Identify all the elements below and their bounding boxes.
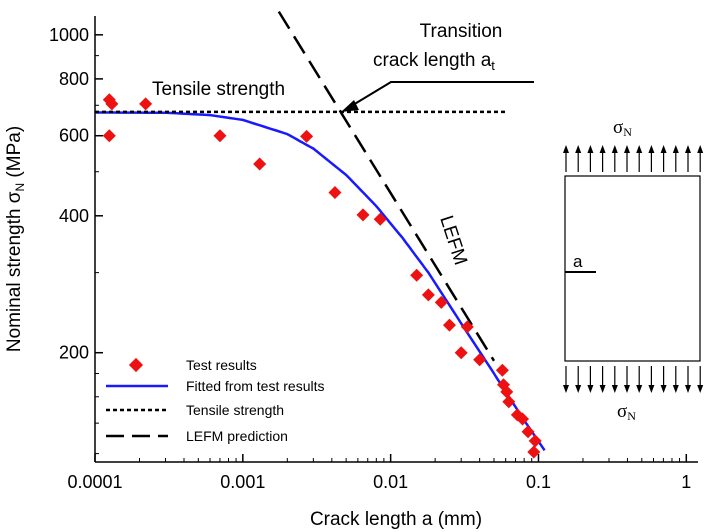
y-ticks: 200 400 600 800 1000 <box>49 25 103 455</box>
bottom-tension-arrows <box>563 366 704 393</box>
x-tick-label: 0.1 <box>526 472 551 492</box>
y-tick-label: 400 <box>59 206 89 226</box>
transition-annotation-text: crack length a <box>373 50 492 71</box>
bottom-arrow-head <box>624 385 630 393</box>
transition-arrowhead <box>341 100 359 112</box>
bottom-arrow-head <box>660 385 667 393</box>
sigma-bottom-symbol: σ <box>617 401 627 422</box>
data-point <box>328 186 342 200</box>
data-point <box>105 97 119 111</box>
top-arrow-head <box>587 145 594 153</box>
x-axis-label: Crack length a (mm) <box>310 509 482 530</box>
specimen-plate <box>564 175 701 362</box>
specimen-diagram: σN a σN <box>563 117 704 423</box>
y-axis-label-unit: (MPa) <box>4 126 25 183</box>
bottom-arrow-head <box>636 385 643 393</box>
top-arrow-head <box>611 145 618 153</box>
transition-annotation-sub: t <box>491 58 495 73</box>
sigma-bottom-label: σN <box>617 401 636 423</box>
y-tick-label: 200 <box>59 343 89 363</box>
legend-label-lefm: LEFM prediction <box>186 428 288 444</box>
data-point <box>528 434 542 448</box>
fitted-curve <box>95 111 546 452</box>
series-points <box>102 93 542 459</box>
top-arrow-head <box>685 145 691 153</box>
top-arrow-head <box>636 145 643 153</box>
bottom-arrow-head <box>563 385 569 393</box>
bottom-arrow-head <box>648 385 655 393</box>
data-point <box>213 129 227 143</box>
data-point <box>139 97 153 111</box>
data-point <box>442 318 456 332</box>
data-point <box>300 129 314 143</box>
top-tension-arrows <box>563 145 704 172</box>
data-point <box>500 385 514 399</box>
y-axis-label-sub: N <box>13 183 27 192</box>
y-tick-label: 600 <box>59 126 89 146</box>
tensile-strength-annotation: Tensile strength <box>152 79 285 100</box>
sigma-bottom-sub: N <box>627 409 636 423</box>
top-arrow-head <box>672 145 679 153</box>
top-arrow-head <box>660 145 667 153</box>
data-point <box>473 353 487 367</box>
bottom-arrow-head <box>697 385 704 393</box>
top-arrow-head <box>575 145 582 153</box>
x-tick-label: 0.0001 <box>67 472 122 492</box>
bottom-arrow-head <box>599 385 606 393</box>
data-point <box>516 412 530 426</box>
data-point <box>527 445 541 459</box>
sigma-top-sub: N <box>623 125 632 139</box>
lefm-prediction-line <box>277 10 496 362</box>
sigma-top-symbol: σ <box>613 117 623 138</box>
x-tick-label: 1 <box>681 472 691 492</box>
bottom-arrow-head <box>587 385 594 393</box>
y-axis-label-main: Nominal strength σ <box>4 191 25 352</box>
top-arrow-head <box>599 145 606 153</box>
legend-marker-test-results <box>128 357 144 373</box>
top-arrow-head <box>648 145 655 153</box>
data-point <box>373 212 387 226</box>
y-tick-label: 1000 <box>49 25 89 45</box>
specimen-crack-label: a <box>573 252 583 271</box>
bottom-arrow-head <box>611 385 618 393</box>
x-tick-label: 0.01 <box>373 472 408 492</box>
transition-pointer-line <box>347 81 534 109</box>
transition-annotation-line2: crack length at <box>373 50 495 73</box>
data-point <box>495 363 509 377</box>
series-lines <box>95 10 546 452</box>
data-point <box>502 395 516 409</box>
data-point <box>454 346 468 360</box>
data-point <box>253 157 267 171</box>
legend-label-tensile: Tensile strength <box>186 402 284 418</box>
legend-label-fitted: Fitted from test results <box>186 378 324 394</box>
data-point <box>421 288 435 302</box>
sigma-top-label: σN <box>613 117 632 139</box>
legend: Test results Fitted from test results Te… <box>106 357 324 444</box>
data-point <box>356 208 370 222</box>
y-axis-label: Nominal strength σN (MPa) <box>4 126 27 352</box>
y-tick-label: 800 <box>59 69 89 89</box>
top-arrow-head <box>563 145 569 153</box>
data-point <box>521 425 535 439</box>
bottom-arrow-head <box>672 385 679 393</box>
data-point <box>460 320 474 334</box>
lefm-annotation: LEFM <box>435 213 471 268</box>
legend-label-test-results: Test results <box>186 357 257 373</box>
bottom-arrow-head <box>685 385 691 393</box>
data-point <box>410 268 424 282</box>
bottom-arrow-head <box>575 385 582 393</box>
top-arrow-head <box>697 145 704 153</box>
transition-annotation-line1: Transition <box>420 21 503 42</box>
data-point <box>102 129 116 143</box>
data-point <box>434 295 448 309</box>
top-arrow-head <box>624 145 630 153</box>
x-ticks: 0.0001 0.001 0.01 0.1 1 <box>67 454 691 492</box>
x-tick-label: 0.001 <box>220 472 265 492</box>
plot-area: 0.0001 0.001 0.01 0.1 1 200 400 600 800 1000 <box>49 10 698 492</box>
